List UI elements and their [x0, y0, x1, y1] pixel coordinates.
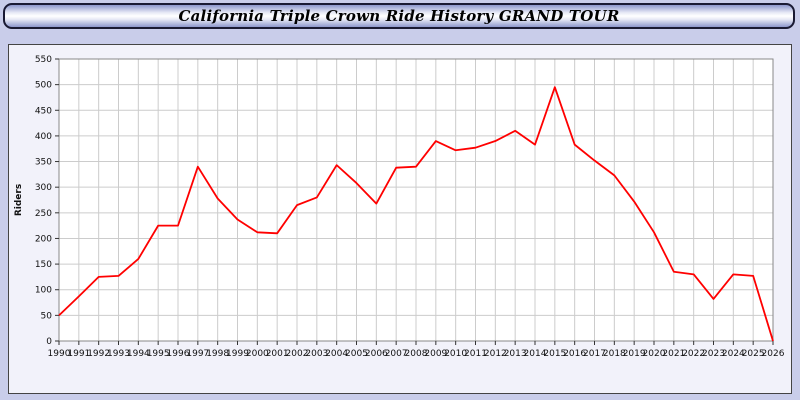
x-tick-label: 2008 — [405, 349, 428, 359]
y-tick-label: 100 — [35, 286, 52, 296]
y-tick-label: 0 — [46, 337, 52, 347]
x-tick-label: 2026 — [762, 349, 785, 359]
x-tick-label: 2013 — [504, 349, 527, 359]
x-tick-label: 1992 — [87, 349, 110, 359]
y-axis-title: Riders — [14, 184, 24, 216]
x-tick-label: 2015 — [543, 349, 566, 359]
x-tick-label: 1990 — [48, 349, 71, 359]
x-tick-label: 2003 — [305, 349, 328, 359]
x-tick-label: 1991 — [67, 349, 90, 359]
x-tick-label: 1999 — [226, 349, 249, 359]
chart-title-bar: California Triple Crown Ride History GRA… — [3, 3, 795, 29]
x-tick-label: 1996 — [167, 349, 190, 359]
x-tick-label: 2001 — [266, 349, 289, 359]
x-tick-label: 2002 — [286, 349, 309, 359]
x-tick-label: 1994 — [127, 349, 150, 359]
x-tick-label: 2010 — [444, 349, 467, 359]
x-tick-label: 2024 — [722, 349, 745, 359]
x-tick-label: 2006 — [365, 349, 388, 359]
x-tick-label: 2022 — [682, 349, 705, 359]
y-tick-label: 400 — [35, 132, 52, 142]
x-tick-label: 2012 — [484, 349, 507, 359]
y-tick-label: 500 — [35, 81, 52, 91]
x-tick-label: 2019 — [623, 349, 646, 359]
y-axis: 0 50 100 150 200 250 300 350 400 450 500 550 — [35, 55, 59, 347]
y-tick-label: 350 — [35, 158, 52, 168]
data-line-riders — [58, 86, 774, 342]
x-tick-label: 1995 — [147, 349, 170, 359]
x-tick-label: 2021 — [662, 349, 685, 359]
y-tick-label: 550 — [35, 55, 52, 65]
x-tick-label: 2011 — [464, 349, 487, 359]
chart-container: 0 50 100 150 200 250 300 350 400 450 500 550 1990 199… — [8, 44, 792, 394]
y-tick-label: 50 — [41, 311, 53, 321]
x-tick-label: 2007 — [385, 349, 408, 359]
line-chart: 0501001502002503003504004505005501990199… — [14, 55, 785, 359]
y-tick-label: 200 — [35, 234, 52, 244]
x-tick-label: 2004 — [325, 349, 348, 359]
y-tick-label: 250 — [35, 209, 52, 219]
y-tick-label: 300 — [35, 183, 52, 193]
x-tick-label: 2020 — [643, 349, 666, 359]
x-tick-label: 2017 — [583, 349, 606, 359]
x-tick-label: 2023 — [702, 349, 725, 359]
x-axis: 1990199119921993199419951996199719981999… — [48, 341, 785, 359]
x-tick-label: 2016 — [563, 349, 586, 359]
x-tick-label: 2018 — [603, 349, 626, 359]
y-tick-label: 150 — [35, 260, 52, 270]
x-tick-label: 1998 — [206, 349, 229, 359]
x-tick-label: 2000 — [246, 349, 269, 359]
x-tick-label: 1997 — [186, 349, 209, 359]
x-tick-label: 1993 — [107, 349, 130, 359]
y-tick-label: 450 — [35, 106, 52, 116]
x-tick-label: 2009 — [424, 349, 447, 359]
x-tick-label: 2025 — [742, 349, 765, 359]
page-title: California Triple Crown Ride History GRA… — [178, 7, 620, 25]
gridlines — [58, 58, 774, 342]
x-tick-label: 2005 — [345, 349, 368, 359]
x-tick-label: 2014 — [524, 349, 547, 359]
